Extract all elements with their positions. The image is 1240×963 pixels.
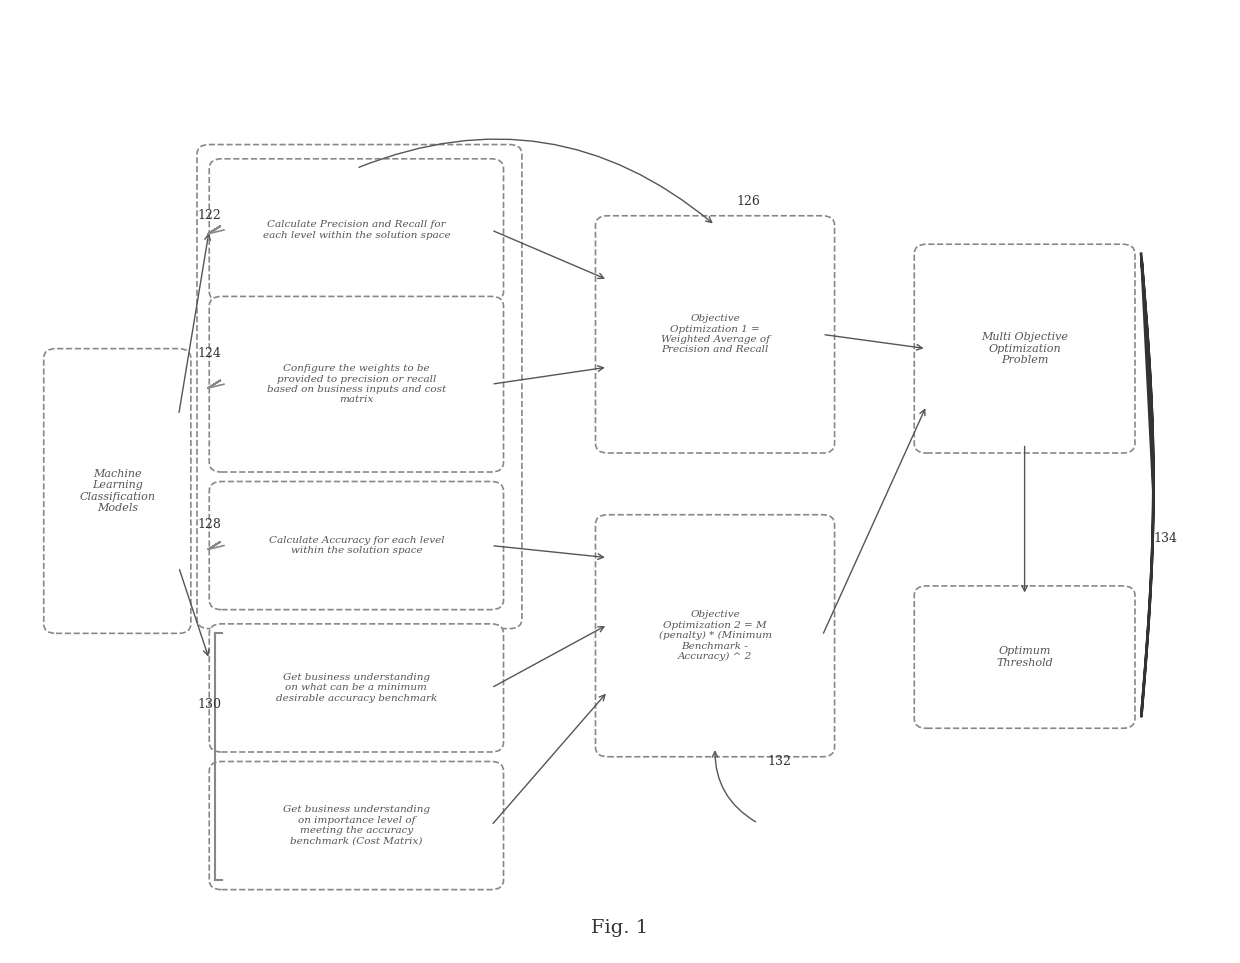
FancyBboxPatch shape xyxy=(210,159,503,301)
FancyBboxPatch shape xyxy=(914,586,1135,728)
Text: Machine
Learning
Classification
Models: Machine Learning Classification Models xyxy=(79,469,155,513)
FancyBboxPatch shape xyxy=(210,624,503,752)
Text: 132: 132 xyxy=(768,755,791,768)
Text: 122: 122 xyxy=(197,209,221,222)
Text: Fig. 1: Fig. 1 xyxy=(591,919,649,937)
FancyBboxPatch shape xyxy=(210,762,503,890)
FancyBboxPatch shape xyxy=(595,514,835,757)
Text: 126: 126 xyxy=(737,195,760,208)
FancyBboxPatch shape xyxy=(595,216,835,453)
Text: Multi Objective
Optimization
Problem: Multi Objective Optimization Problem xyxy=(981,332,1068,365)
FancyBboxPatch shape xyxy=(43,349,191,634)
Text: Get business understanding
on what can be a minimum
desirable accuracy benchmark: Get business understanding on what can b… xyxy=(275,673,436,703)
Text: 124: 124 xyxy=(197,347,221,360)
Text: Optimum
Threshold: Optimum Threshold xyxy=(996,646,1053,668)
Text: 128: 128 xyxy=(197,518,221,531)
Text: Objective
Optimization 2 = M
(penalty) * (Minimum
Benchmark -
Accuracy) ^ 2: Objective Optimization 2 = M (penalty) *… xyxy=(658,611,771,662)
Text: Calculate Precision and Recall for
each level within the solution space: Calculate Precision and Recall for each … xyxy=(263,221,450,240)
Text: Objective
Optimization 1 =
Weighted Average of
Precision and Recall: Objective Optimization 1 = Weighted Aver… xyxy=(661,314,770,354)
FancyBboxPatch shape xyxy=(914,245,1135,453)
Text: 134: 134 xyxy=(1153,532,1177,545)
Text: Calculate Accuracy for each level
within the solution space: Calculate Accuracy for each level within… xyxy=(269,535,444,556)
Text: Get business understanding
on importance level of
meeting the accuracy
benchmark: Get business understanding on importance… xyxy=(283,805,430,846)
Text: Configure the weights to be
provided to precision or recall
based on business in: Configure the weights to be provided to … xyxy=(267,364,446,404)
FancyBboxPatch shape xyxy=(210,297,503,472)
Text: 130: 130 xyxy=(197,698,221,711)
FancyBboxPatch shape xyxy=(210,482,503,610)
